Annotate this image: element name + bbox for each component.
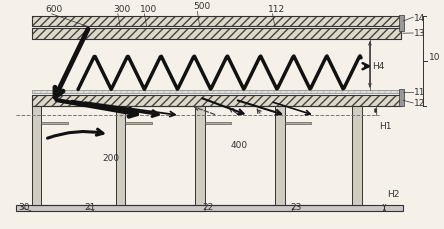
Text: 500: 500	[193, 2, 210, 11]
Text: 400: 400	[230, 141, 248, 150]
Text: H1: H1	[379, 122, 391, 131]
Bar	[195, 106, 205, 205]
Bar	[32, 91, 401, 94]
Bar	[32, 95, 401, 106]
Text: 21: 21	[85, 202, 96, 211]
Text: H2: H2	[388, 189, 400, 198]
Text: 13: 13	[414, 29, 426, 38]
Text: 23: 23	[290, 202, 301, 211]
Text: 200: 200	[103, 153, 119, 162]
Bar	[32, 106, 41, 205]
Bar	[32, 95, 401, 106]
Text: 10: 10	[428, 53, 440, 62]
Text: 600: 600	[45, 5, 62, 14]
Bar	[16, 205, 403, 211]
Text: 11: 11	[414, 88, 426, 97]
Bar	[115, 106, 125, 205]
Text: 22: 22	[202, 202, 213, 211]
Text: 100: 100	[140, 5, 157, 14]
Text: 12: 12	[414, 99, 425, 108]
Bar	[32, 29, 401, 39]
Text: 30: 30	[18, 202, 30, 211]
Bar	[125, 122, 152, 125]
Text: H4: H4	[372, 62, 385, 71]
Bar	[32, 29, 401, 39]
Bar	[285, 122, 311, 125]
Bar	[275, 106, 285, 205]
Bar	[352, 106, 362, 205]
Text: 112: 112	[268, 5, 285, 14]
Bar	[399, 90, 404, 106]
Bar	[41, 122, 68, 125]
Bar	[205, 122, 231, 125]
Bar	[32, 17, 401, 27]
Bar	[32, 17, 401, 27]
Text: 300: 300	[113, 5, 131, 14]
Bar	[399, 16, 404, 32]
Text: 14: 14	[414, 14, 425, 23]
